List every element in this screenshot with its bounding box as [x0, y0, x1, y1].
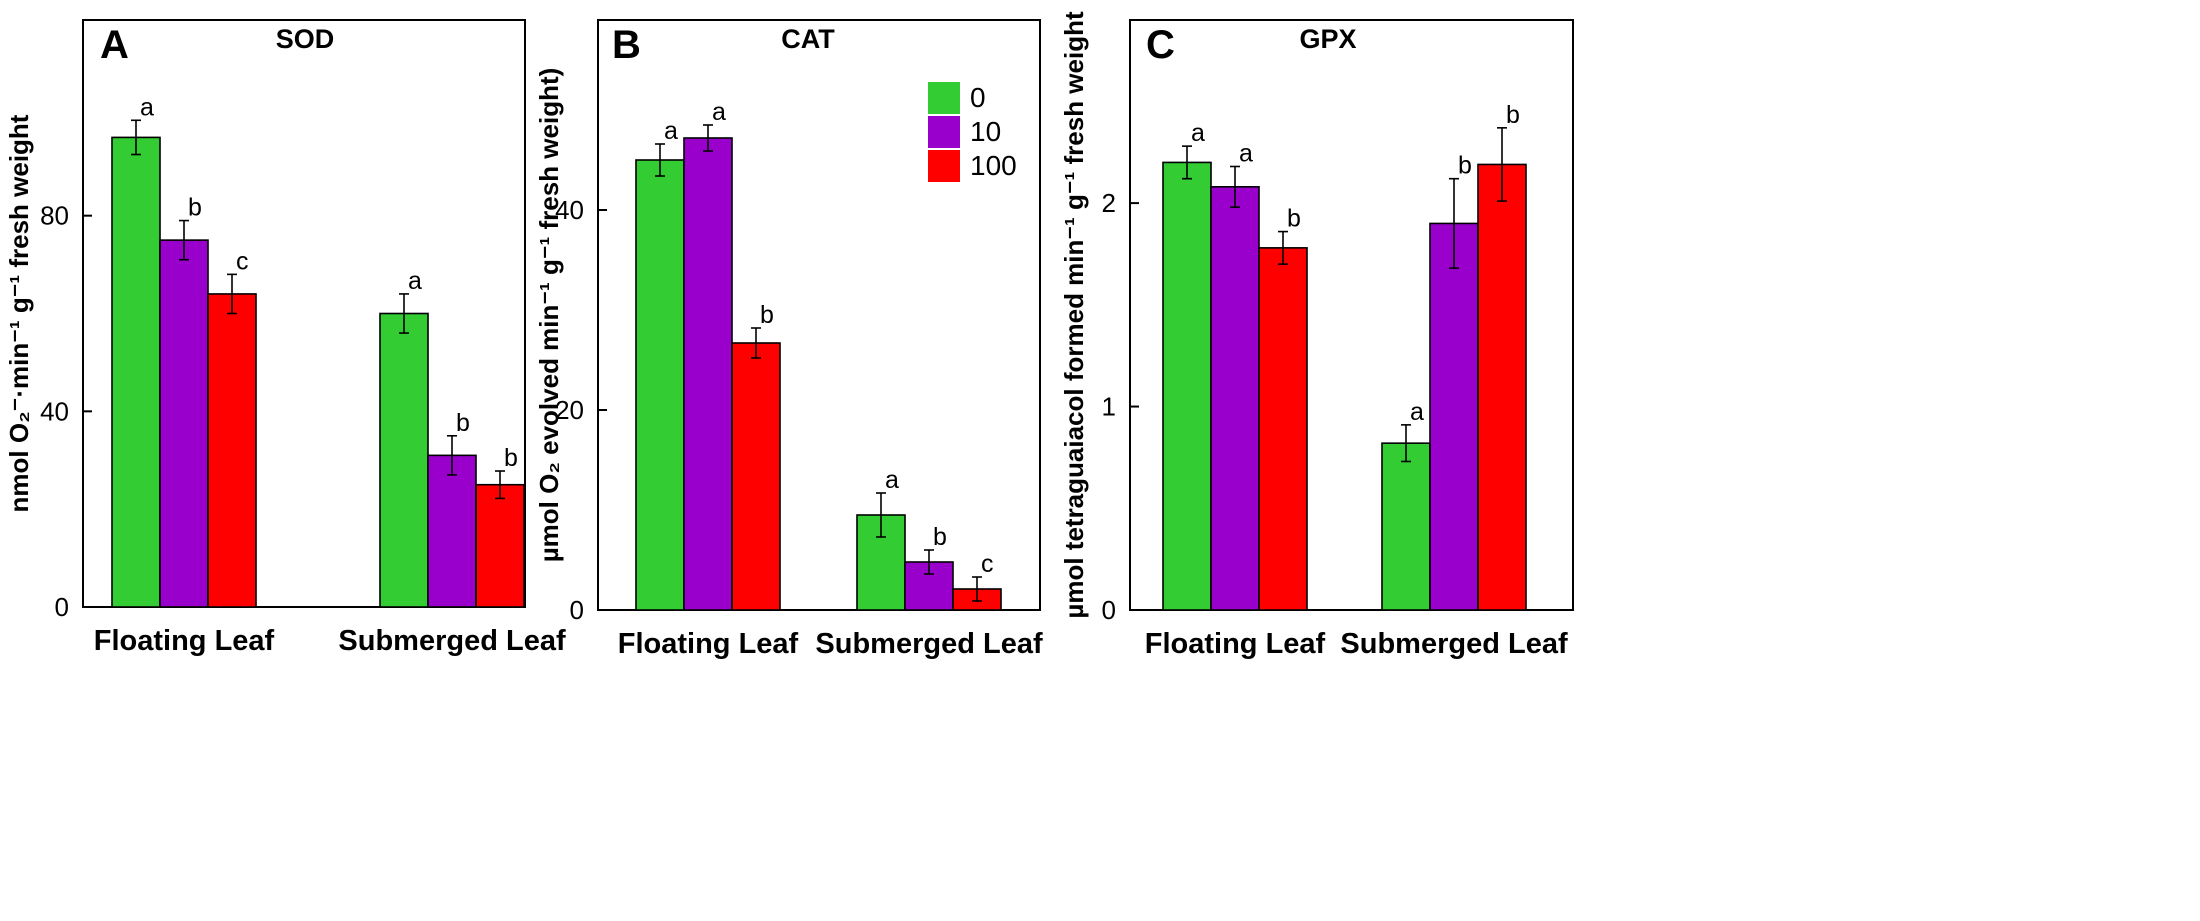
- y-tick-label: 0: [55, 592, 69, 622]
- bar: [1381, 442, 1431, 611]
- plot-frame: [597, 19, 1041, 611]
- x-category-label: Floating Leaf: [618, 628, 799, 660]
- significance-label: a: [885, 466, 899, 494]
- bar: [1162, 161, 1212, 611]
- panel-letter: A: [100, 23, 129, 67]
- significance-label: a: [140, 93, 154, 121]
- bar: [635, 159, 685, 611]
- significance-label: b: [760, 301, 774, 329]
- bar: [683, 137, 733, 611]
- panel-a: 0 40 80 A SOD nmol O₂⁻·min⁻¹ g⁻¹ fresh weight…: [4, 19, 566, 657]
- x-category-label: Floating Leaf: [1145, 628, 1326, 660]
- y-tick-label: 1: [1102, 392, 1116, 422]
- legend-swatch: [928, 116, 960, 148]
- x-category-label: Floating Leaf: [94, 625, 275, 657]
- plot-frame: [1129, 19, 1574, 611]
- bar: [904, 561, 954, 611]
- bar: [379, 312, 429, 608]
- panel-b: 0 20 40 B CAT µmol O₂ evolved min⁻¹ g⁻¹ fresh…: [534, 19, 1043, 660]
- bar: [1477, 163, 1527, 611]
- bar: [427, 454, 477, 608]
- significance-label: b: [456, 409, 470, 437]
- x-category-label: Submerged Leaf: [815, 628, 1043, 660]
- x-category-label: Submerged Leaf: [338, 625, 566, 657]
- bar: [1258, 247, 1308, 611]
- significance-label: a: [1191, 119, 1205, 147]
- x-category-label: Submerged Leaf: [1340, 628, 1568, 660]
- legend-swatch: [928, 82, 960, 114]
- bar: [207, 293, 257, 608]
- plot-frame: [82, 19, 526, 608]
- y-axis-label: nmol O₂⁻·min⁻¹ g⁻¹ fresh weight: [4, 114, 34, 512]
- significance-label: b: [933, 523, 947, 551]
- bar: [159, 239, 209, 608]
- significance-label: b: [188, 194, 202, 222]
- legend-label: 100: [970, 150, 1017, 181]
- bar: [1210, 186, 1260, 611]
- significance-label: b: [1458, 152, 1472, 180]
- y-tick-label: 0: [1102, 595, 1116, 625]
- y-tick-label: 20: [555, 395, 584, 425]
- panel-title: GPX: [1299, 24, 1356, 54]
- y-tick-label: 40: [40, 396, 69, 426]
- legend-swatch: [928, 150, 960, 182]
- panel-letter: C: [1146, 23, 1175, 67]
- y-tick-label: 80: [40, 201, 69, 231]
- panel-letter: B: [612, 23, 641, 67]
- significance-label: c: [981, 550, 994, 578]
- significance-label: a: [408, 267, 422, 295]
- panel-title: SOD: [276, 24, 335, 54]
- y-axis-label: µmol O₂ evolved min⁻¹ g⁻¹ fresh weight): [534, 68, 564, 563]
- y-axis-label: µmol tetraguaiacol formed min⁻¹ g⁻¹ fres…: [1059, 11, 1089, 619]
- panel-title: CAT: [781, 24, 835, 54]
- bar: [1429, 222, 1479, 611]
- legend-label: 10: [970, 116, 1001, 147]
- significance-label: c: [236, 247, 249, 275]
- bar: [111, 136, 161, 608]
- y-tick-label: 40: [555, 195, 584, 225]
- significance-label: a: [1239, 139, 1253, 167]
- bar: [731, 342, 781, 611]
- significance-label: a: [1410, 398, 1424, 426]
- significance-label: a: [712, 98, 726, 126]
- y-tick-label: 0: [570, 595, 584, 625]
- significance-label: b: [1506, 101, 1520, 129]
- panel-c: 0 1 2 C GPX µmol tetraguaiacol formed min⁻¹ g…: [1059, 11, 1574, 660]
- significance-label: b: [504, 444, 518, 472]
- y-tick-label: 2: [1102, 188, 1116, 218]
- significance-label: a: [664, 117, 678, 145]
- legend-label: 0: [970, 82, 986, 113]
- bar: [475, 483, 525, 608]
- significance-label: b: [1287, 205, 1301, 233]
